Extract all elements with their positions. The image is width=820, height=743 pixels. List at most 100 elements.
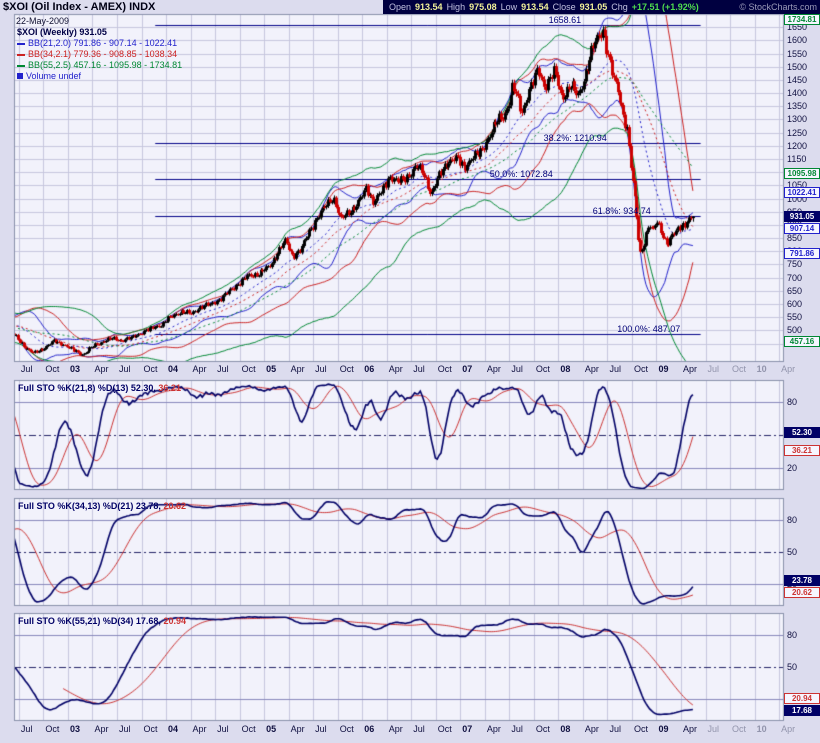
sto2-d-value: 20.62 (163, 501, 186, 511)
sto2-legend-text: Full STO %K(34,13) %D(21) (18, 501, 134, 511)
x-axis-label: Oct (437, 724, 452, 734)
x-axis-label: 06 (364, 724, 375, 734)
x-axis-label: Apr (683, 724, 698, 734)
x-axis-label: Apr (192, 364, 207, 374)
x-axis-label: Oct (535, 364, 550, 374)
legend-bb34-text: BB(34,2.1) 779.36 - 908.85 - 1038.34 (28, 49, 178, 59)
x-axis-label: Apr (388, 724, 403, 734)
x-axis-label: Jul (413, 364, 425, 374)
price-value-label: 457.16 (784, 336, 820, 348)
main-y-tick: 1350 (787, 101, 808, 112)
chart-date: 22-May-2009 (16, 16, 70, 26)
x-axis-label: 10 (756, 364, 767, 374)
sto3-d-value: 20.94 (163, 616, 186, 626)
fib-label: 100.0%: 487.07 (617, 323, 681, 334)
fib-label: 38.2%: 1210.94 (543, 132, 607, 143)
x-axis-label: Apr (388, 364, 403, 374)
osc-y-tick: 80 (787, 629, 798, 640)
x-axis-label: Jul (217, 724, 229, 734)
x-axis-label: Jul (20, 724, 33, 734)
x-axis-label: 08 (560, 724, 571, 734)
sto3-k-value: 17.68, (135, 616, 161, 626)
main-legend: $XOI (Weekly) 931.05 BB(21,2.0) 791.86 -… (17, 27, 182, 82)
main-y-tick: 1000 (787, 193, 808, 204)
sto3-legend-text: Full STO %K(55,21) %D(34) (18, 616, 134, 626)
osc-y-tick: 50 (787, 547, 798, 557)
low-label: Low (500, 2, 518, 12)
low-value: 913.54 (521, 2, 549, 12)
legend-volume-text: Volume undef (26, 71, 82, 81)
sto1-k-value: 52.30, (130, 383, 156, 393)
sto1-d-value: 36.21 (158, 383, 181, 393)
main-y-tick: 1450 (787, 74, 808, 85)
x-axis-label: Oct (143, 364, 158, 374)
oscillator-value-label: 52.30 (784, 426, 820, 438)
main-y-tick: 1050 (787, 180, 808, 191)
sto2-k-value: 23.78, (135, 501, 161, 511)
oscillator-value-label: 36.21 (784, 444, 820, 456)
main-y-tick: 700 (787, 272, 803, 283)
x-axis-label: Jul (511, 364, 523, 374)
x-axis-label: 04 (168, 724, 179, 734)
fib-label: 1658.61 (548, 15, 582, 25)
x-axis-label: 05 (266, 364, 277, 374)
main-y-tick: 1300 (787, 114, 808, 125)
legend-bb55: BB(55,2.5) 457.16 - 1095.98 - 1734.81 (17, 60, 182, 71)
main-y-tick: 600 (787, 299, 803, 309)
fib-label: 61.8%: 934.74 (592, 205, 651, 216)
x-axis-label: 09 (658, 364, 669, 374)
legend-symbol: $XOI (Weekly) 931.05 (17, 27, 107, 37)
chg-label: Chg (611, 2, 628, 12)
main-y-tick: 1200 (787, 140, 808, 151)
x-axis-label: Oct (143, 724, 158, 734)
x-axis-label: Apr (290, 724, 305, 734)
x-axis-label: 07 (462, 724, 473, 734)
main-y-tick: 1550 (787, 48, 808, 59)
main-y-tick: 850 (787, 233, 803, 244)
x-axis-label: 07 (462, 364, 473, 374)
sto2-legend: Full STO %K(34,13) %D(21) 23.78, 20.62 (18, 501, 186, 511)
x-axis-label: Apr (94, 364, 109, 374)
price-value-label: 1022.41 (784, 187, 820, 199)
high-label: High (446, 2, 466, 12)
x-axis-label: Jul (217, 364, 229, 374)
x-axis-label: 06 (364, 364, 375, 374)
sto3-legend: Full STO %K(55,21) %D(34) 17.68, 20.94 (18, 616, 186, 626)
price-value-label: 791.86 (784, 247, 820, 259)
x-axis-label: Apr (192, 724, 207, 734)
x-axis-label: Oct (241, 364, 256, 374)
x-axis-label: Oct (45, 724, 60, 734)
osc-y-tick: 80 (787, 397, 798, 407)
x-axis-label: 10 (756, 724, 767, 734)
x-axis-label: Jul (315, 724, 327, 734)
osc-y-tick: 20 (787, 463, 798, 473)
main-y-tick: 1250 (787, 127, 808, 138)
x-axis-label: Apr (683, 364, 698, 374)
bb21-line-swatch (17, 42, 25, 45)
main-y-tick: 500 (787, 325, 803, 336)
open-label: Open (389, 2, 412, 12)
x-axis-label: Apr (290, 364, 305, 374)
x-axis-label: Jul (511, 724, 523, 734)
copyright: © StockCharts.com (739, 2, 817, 12)
ohlc-bar: Open 913.54 High 975.08 Low 913.54 Close… (383, 0, 820, 14)
main-y-tick: 750 (787, 259, 803, 270)
main-y-tick: 550 (787, 312, 803, 323)
fib-label: 50.0%: 1072.84 (489, 169, 553, 180)
x-axis-label: Oct (339, 364, 354, 374)
x-axis-label: Jul (707, 724, 720, 734)
open-value: 913.54 (415, 2, 443, 12)
x-axis-label: 03 (69, 724, 80, 734)
oscillator-value-label: 20.94 (784, 692, 820, 704)
x-axis-label: Jul (118, 724, 131, 734)
oscillator-value-label: 20.62 (784, 586, 820, 598)
legend-bb21: BB(21,2.0) 791.86 - 907.14 - 1022.41 (17, 38, 182, 49)
x-axis-label: Jul (609, 364, 621, 374)
main-y-tick: 1650 (787, 22, 808, 33)
price-value-label: 1734.81 (784, 14, 820, 25)
price-value-label: 1095.98 (784, 167, 820, 179)
x-axis-label: Jul (413, 724, 425, 734)
x-axis-label: Jul (118, 364, 131, 374)
